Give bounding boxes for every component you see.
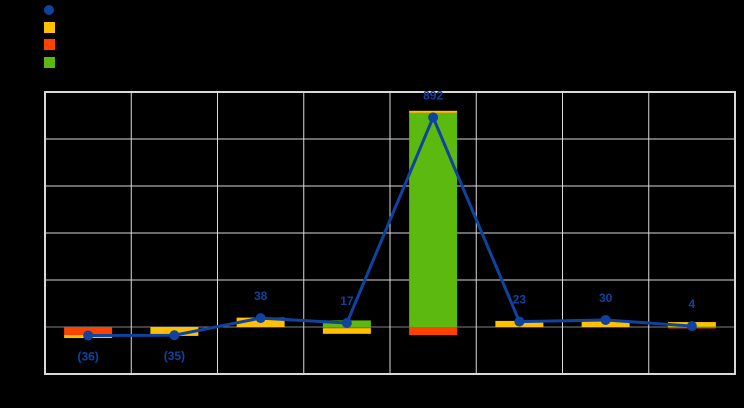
plot-border [44, 91, 736, 375]
line-data-label: 17 [340, 294, 354, 308]
line-data-label: (35) [164, 349, 185, 363]
green-bar-segment [409, 112, 458, 327]
line-data-label: (36) [77, 349, 98, 363]
orange-bar-series-legend-marker-icon [44, 39, 55, 51]
chart-legend [44, 1, 55, 71]
legend-item-line-series [44, 1, 55, 19]
line-data-label: 23 [513, 293, 527, 307]
line-series-marker [169, 330, 180, 341]
line-series-marker [514, 316, 525, 327]
line-series-legend-marker-icon [44, 4, 54, 15]
green-bar-series-legend-marker-icon [44, 56, 55, 68]
line-series-marker [83, 330, 94, 341]
line-series-marker [600, 314, 611, 325]
line-data-label: 30 [599, 291, 613, 305]
line-series-marker [341, 318, 352, 329]
yellow-bar-series-legend-marker-icon [44, 21, 55, 33]
line-data-label: 4 [689, 297, 696, 311]
legend-item-yellow-bar-series [44, 19, 55, 37]
line-data-label: 892 [423, 88, 443, 102]
line-series-marker [686, 321, 697, 332]
line-data-label: 38 [254, 289, 268, 303]
yellow-bar-segment [322, 328, 371, 334]
line-series-marker [428, 112, 439, 123]
line-series-marker [255, 313, 266, 324]
legend-item-green-bar-series [44, 54, 55, 72]
orange-bar-segment [409, 327, 458, 335]
yellow-bar-segment [409, 110, 458, 113]
legend-item-orange-bar-series [44, 36, 55, 54]
line-series-path [86, 115, 694, 337]
